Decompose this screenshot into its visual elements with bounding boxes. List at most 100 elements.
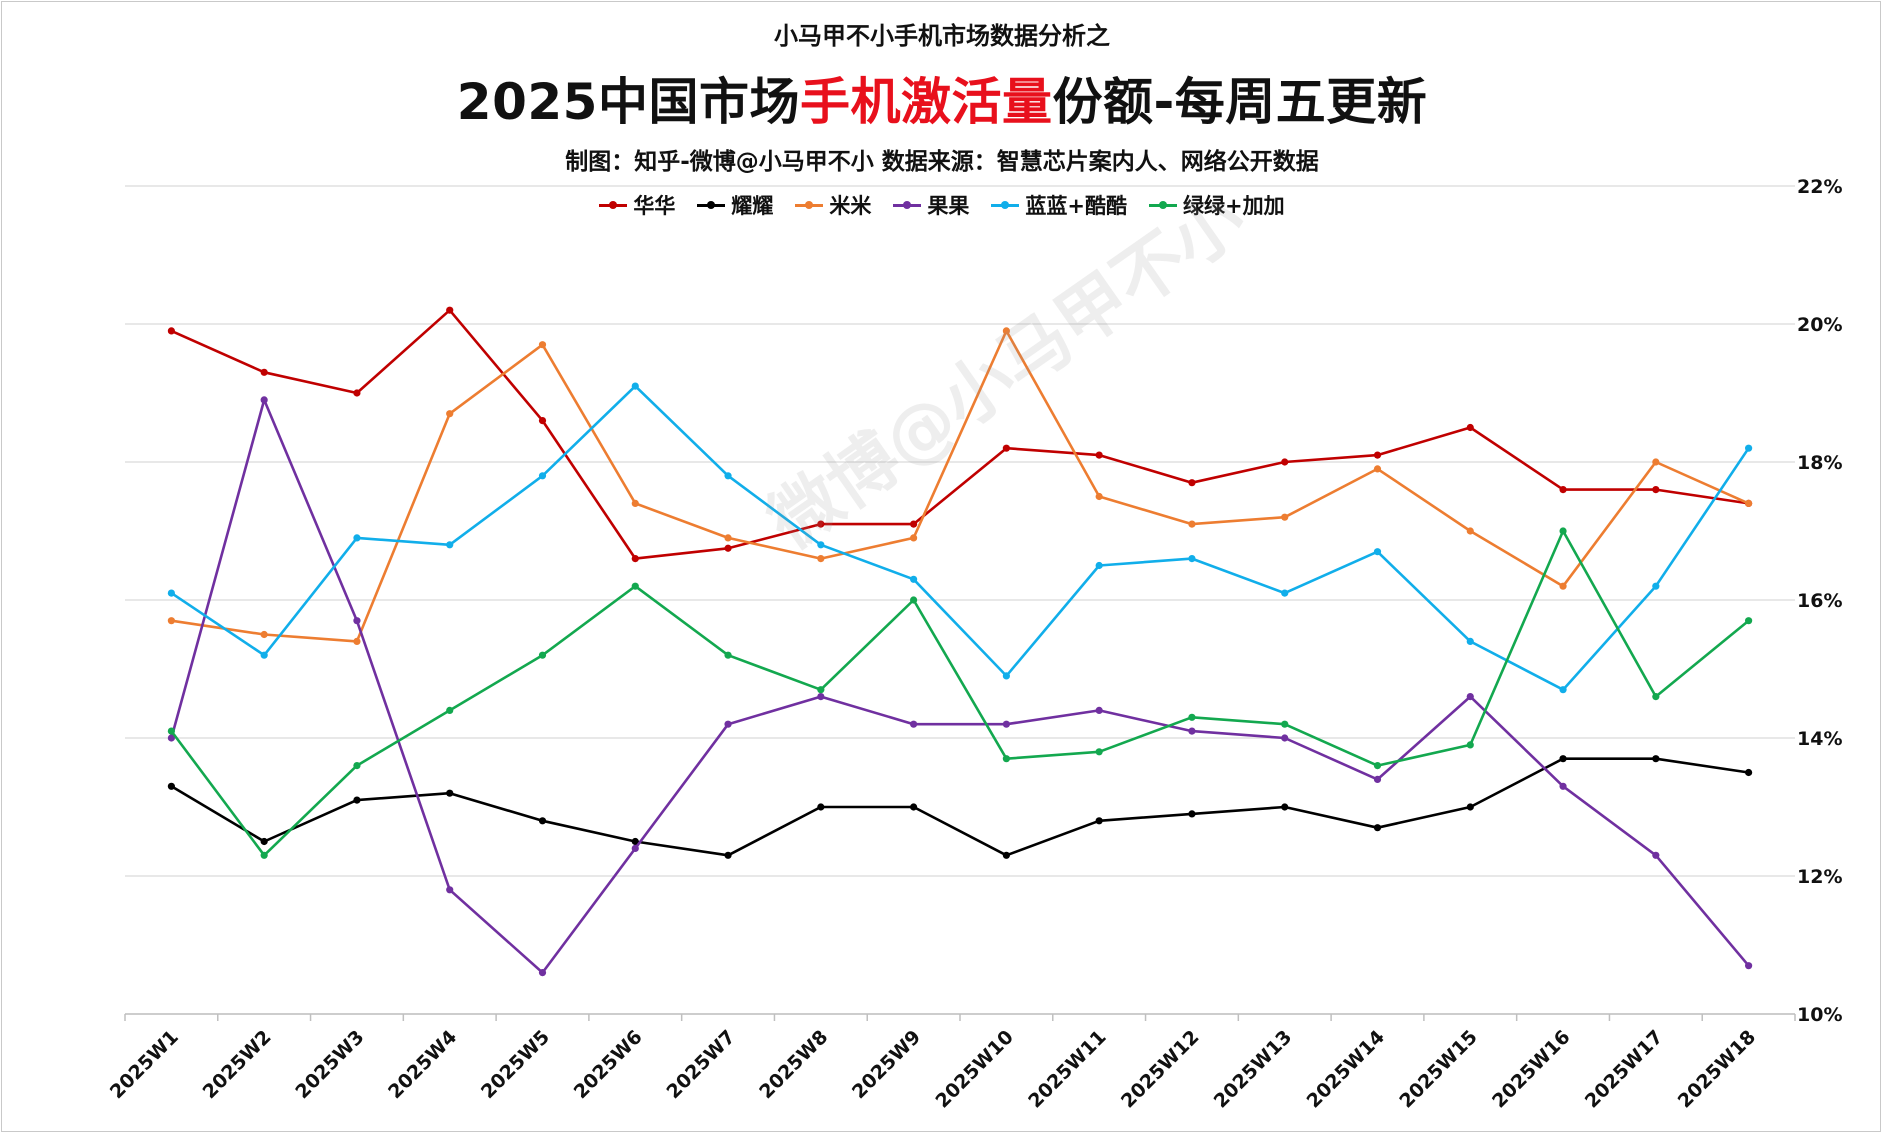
chart-title: 2025中国市场手机激活量份额-每周五更新	[0, 62, 1884, 134]
data-point	[353, 534, 361, 542]
x-tick-label: 2025W15	[1395, 1026, 1481, 1112]
x-tick-label: 2025W17	[1581, 1026, 1667, 1112]
data-point	[1095, 706, 1103, 715]
legend-item: 米米	[795, 190, 871, 220]
series-line	[171, 329, 1750, 643]
chart-legend: 华华 耀耀 米米 果果 蓝蓝+酷酷 绿绿+加加	[0, 190, 1884, 220]
x-tick-label: 2025W8	[755, 1026, 832, 1103]
data-point	[910, 596, 918, 604]
data-point	[1466, 527, 1474, 535]
legend-item: 耀耀	[697, 190, 773, 220]
legend-label: 米米	[829, 194, 872, 218]
data-point	[1188, 810, 1196, 818]
chart-subtitle: 小马甲不小手机市场数据分析之	[774, 22, 1110, 50]
x-tick-label: 2025W16	[1488, 1026, 1574, 1112]
data-point	[1281, 589, 1289, 597]
data-point	[446, 410, 454, 418]
data-point	[910, 803, 918, 811]
data-point	[538, 472, 547, 480]
data-point	[1002, 327, 1010, 335]
data-point	[446, 789, 454, 797]
data-point	[1281, 734, 1289, 742]
series-line	[170, 384, 1750, 692]
series-line	[170, 308, 1749, 560]
x-tick-label: 2025W4	[384, 1026, 461, 1103]
legend-swatch	[697, 200, 726, 209]
data-point	[1373, 775, 1382, 784]
data-point	[167, 589, 175, 597]
y-tick-label: 10%	[1797, 1004, 1842, 1026]
data-point	[1373, 451, 1382, 459]
series-4	[167, 396, 1753, 977]
data-point	[1281, 513, 1289, 521]
data-point	[1281, 803, 1289, 811]
y-tick-label: 12%	[1797, 866, 1842, 888]
data-point	[631, 837, 639, 846]
data-point	[724, 720, 732, 728]
data-point	[1188, 727, 1196, 735]
data-point	[353, 796, 361, 804]
x-tick-label: 2025W7	[662, 1026, 739, 1103]
data-point	[167, 617, 175, 625]
data-point	[167, 327, 175, 335]
data-point	[446, 541, 454, 549]
legend-label: 绿绿+加加	[1183, 194, 1285, 218]
data-point	[1652, 486, 1660, 494]
data-point	[1188, 520, 1196, 528]
data-point	[631, 382, 639, 390]
data-point	[1002, 755, 1010, 763]
data-point	[631, 582, 639, 590]
data-point	[1745, 768, 1753, 777]
y-tick-label: 14%	[1797, 728, 1842, 750]
legend-swatch	[599, 200, 628, 209]
data-point	[1745, 499, 1753, 507]
legend-swatch	[1149, 200, 1177, 209]
x-tick-label: 2025W11	[1024, 1026, 1110, 1112]
data-point	[1002, 672, 1010, 680]
y-tick-label: 20%	[1797, 314, 1842, 336]
data-point	[1466, 693, 1474, 701]
x-tick-label: 2025W6	[570, 1026, 647, 1103]
data-point	[1002, 851, 1010, 859]
series-line	[170, 757, 1749, 857]
x-tick-label: 2025W12	[1117, 1026, 1203, 1112]
legend-swatch	[795, 200, 824, 209]
data-point	[1095, 451, 1103, 459]
data-point	[1373, 548, 1382, 556]
data-point	[446, 306, 454, 314]
data-point	[910, 520, 918, 528]
legend-swatch	[991, 200, 1020, 209]
data-point	[538, 417, 547, 425]
legend-label: 蓝蓝+酷酷	[1025, 194, 1127, 218]
x-tick-label: 2025W18	[1674, 1026, 1760, 1112]
data-point	[724, 472, 732, 480]
data-point	[538, 651, 547, 659]
data-point	[817, 520, 825, 528]
data-point	[538, 341, 547, 349]
data-point	[260, 651, 268, 659]
data-point	[167, 782, 175, 790]
data-point	[631, 499, 639, 507]
data-point	[260, 396, 268, 404]
data-point	[1373, 762, 1382, 770]
data-point	[631, 844, 639, 853]
data-point	[1652, 458, 1660, 466]
data-point	[817, 686, 825, 694]
chart-title-accent: 手机激活量	[799, 73, 1053, 131]
data-point	[1188, 555, 1196, 563]
data-point	[353, 762, 361, 770]
x-tick-label: 2025W13	[1210, 1026, 1296, 1112]
data-point	[910, 534, 918, 542]
legend-item: 果果	[893, 190, 969, 220]
data-point	[1466, 423, 1474, 432]
data-point	[1002, 720, 1010, 728]
data-point	[353, 389, 361, 397]
y-tick-label: 18%	[1797, 452, 1842, 474]
legend-item: 绿绿+加加	[1149, 190, 1285, 220]
data-point	[1559, 486, 1567, 494]
data-point	[817, 541, 825, 549]
x-tick-label: 2025W2	[199, 1026, 276, 1103]
legend-item: 华华	[599, 190, 675, 220]
